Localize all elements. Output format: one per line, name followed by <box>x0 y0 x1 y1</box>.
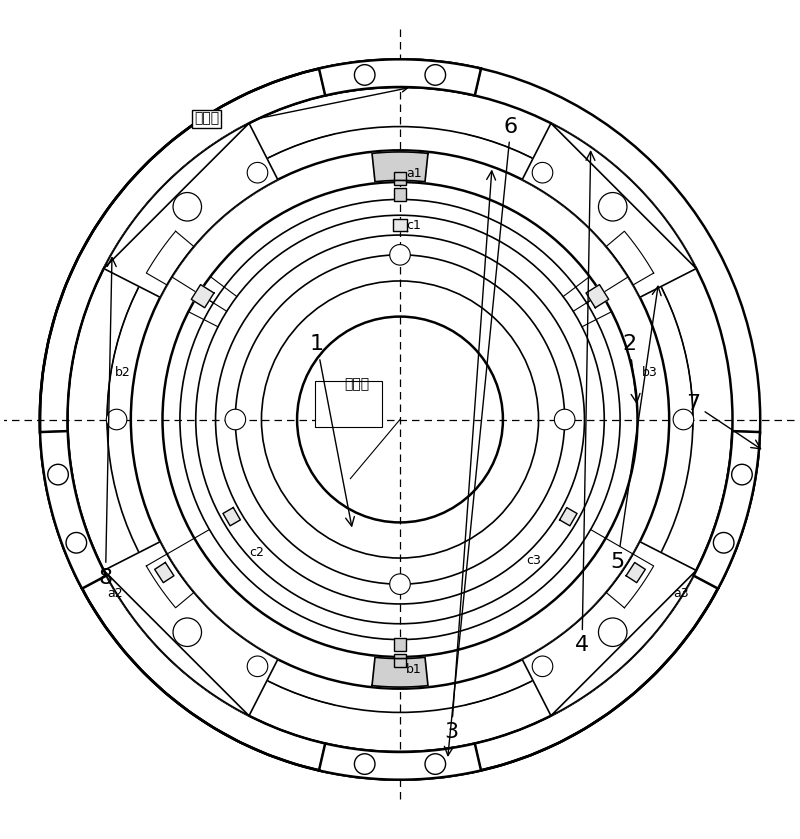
Text: b3: b3 <box>642 366 658 378</box>
Text: 7: 7 <box>686 393 761 449</box>
Text: 3: 3 <box>444 171 495 743</box>
Circle shape <box>66 533 86 553</box>
Circle shape <box>354 753 375 774</box>
Circle shape <box>390 244 410 265</box>
Circle shape <box>173 192 202 221</box>
Text: c3: c3 <box>526 554 542 567</box>
Polygon shape <box>626 562 646 582</box>
Polygon shape <box>522 123 696 297</box>
Circle shape <box>732 464 752 485</box>
Polygon shape <box>522 542 696 716</box>
Circle shape <box>247 163 268 183</box>
Text: 1: 1 <box>310 334 354 526</box>
Text: 6: 6 <box>444 117 518 756</box>
Circle shape <box>554 409 575 430</box>
Circle shape <box>598 192 627 221</box>
Circle shape <box>354 65 375 86</box>
Circle shape <box>714 533 734 553</box>
Circle shape <box>106 409 127 430</box>
Polygon shape <box>40 431 106 589</box>
Text: a3: a3 <box>673 587 689 600</box>
Polygon shape <box>191 284 214 308</box>
Polygon shape <box>223 508 240 526</box>
Polygon shape <box>393 219 407 231</box>
Circle shape <box>532 163 553 183</box>
Circle shape <box>173 618 202 647</box>
Polygon shape <box>606 232 654 285</box>
Circle shape <box>598 618 627 647</box>
Text: b2: b2 <box>115 366 131 378</box>
Text: c1: c1 <box>406 219 422 232</box>
Text: 2: 2 <box>622 334 640 403</box>
Polygon shape <box>154 562 174 582</box>
Text: a1: a1 <box>406 167 422 180</box>
Text: 4: 4 <box>575 152 595 655</box>
Circle shape <box>532 656 553 676</box>
Bar <box>394 654 406 666</box>
Text: a2: a2 <box>107 587 123 600</box>
Text: c2: c2 <box>250 546 265 559</box>
Circle shape <box>425 65 446 86</box>
Polygon shape <box>146 232 194 285</box>
Polygon shape <box>560 508 577 526</box>
Polygon shape <box>694 431 760 589</box>
Polygon shape <box>372 657 428 687</box>
Circle shape <box>390 574 410 595</box>
Polygon shape <box>104 123 278 297</box>
Polygon shape <box>319 60 481 96</box>
Circle shape <box>48 464 68 485</box>
Circle shape <box>425 753 446 774</box>
Polygon shape <box>146 554 194 607</box>
Circle shape <box>247 656 268 676</box>
Text: 8: 8 <box>98 258 116 588</box>
Polygon shape <box>104 542 278 716</box>
Polygon shape <box>319 743 481 779</box>
Bar <box>315 381 382 427</box>
Text: 5: 5 <box>610 286 661 572</box>
Text: 低温端: 低温端 <box>344 377 369 391</box>
Text: 高温端: 高温端 <box>194 112 219 126</box>
Circle shape <box>673 409 694 430</box>
Polygon shape <box>372 152 428 182</box>
Text: b1: b1 <box>406 664 422 676</box>
Polygon shape <box>606 554 654 607</box>
Polygon shape <box>586 284 609 308</box>
Bar <box>394 638 406 651</box>
Bar <box>394 188 406 201</box>
Bar <box>394 173 406 185</box>
Circle shape <box>225 409 246 430</box>
